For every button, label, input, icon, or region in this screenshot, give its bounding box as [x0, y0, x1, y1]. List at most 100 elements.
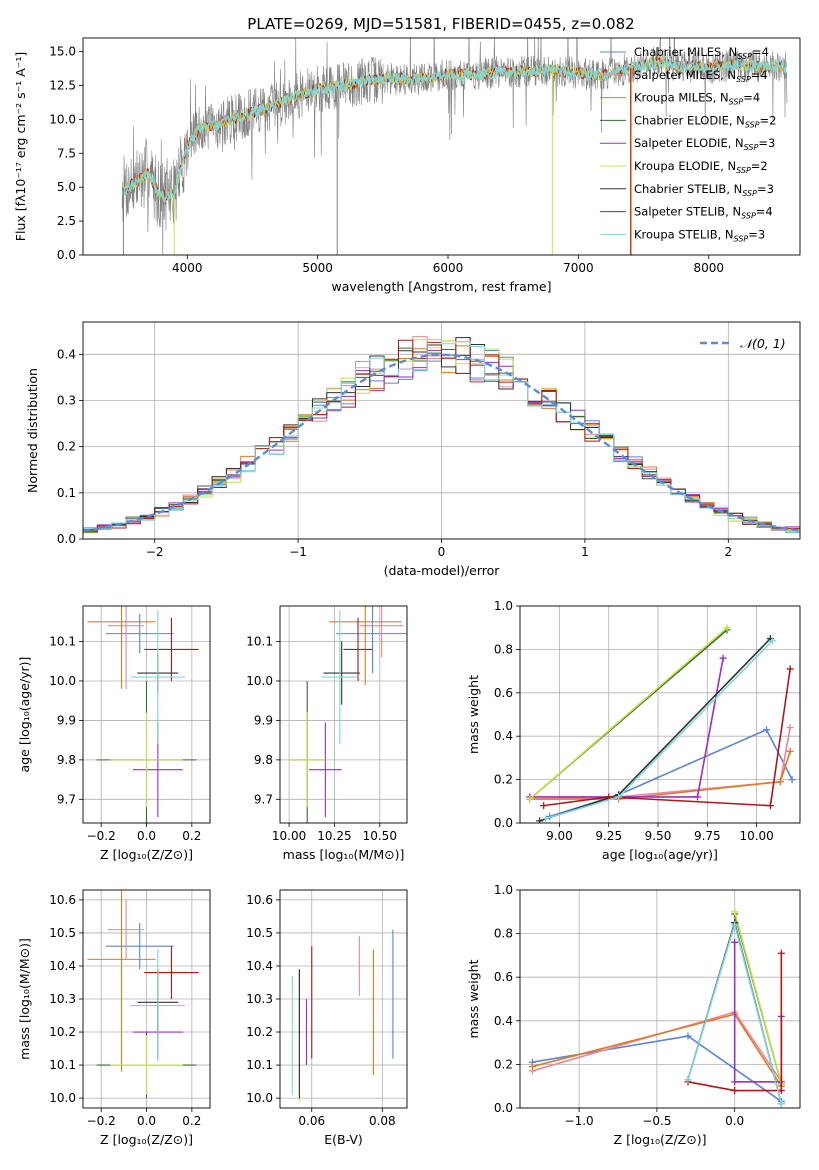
x-axis-label: (data-model)/error [384, 563, 501, 578]
legend-subscript: SSP [736, 75, 751, 84]
y-tick-label: 10.2 [49, 1025, 76, 1039]
ebv-plot-area [291, 929, 394, 1102]
plot-frame [82, 605, 211, 824]
weight-point-kroupa_miles [776, 778, 784, 786]
y-tick-label: 0.8 [494, 642, 513, 656]
mass_vs_z-panel: −0.2 0.0 0.2 10.0 10.1 10.2 10.3 10.4 10.5 10.6 Z … [17, 889, 211, 1147]
age_vs_mass-panel: 10.00 10.25 10.50 9.7 9.8 9.9 10.0 10.1 mass [lo… [246, 605, 408, 862]
y-tick-label: 10.4 [49, 959, 76, 973]
y-tick-label: 0.3 [57, 393, 76, 407]
y-tick-label: 10.5 [49, 926, 76, 940]
y-tick-label: 5.0 [57, 180, 76, 194]
weight-point-kroupa_stelib [615, 793, 623, 801]
legend-subscript: SSP [741, 212, 756, 221]
x-axis-label: E(B-V) [324, 1132, 363, 1147]
x-tick-label: 9.25 [595, 829, 622, 843]
legend-entry: Chabrier ELODIE, NSSP=2 [634, 113, 776, 129]
legend-count: =2 [760, 113, 777, 127]
y-tick-label: 9.7 [254, 792, 273, 806]
age_vs_z-plot-area [87, 606, 199, 823]
plot-frame [519, 605, 801, 824]
weight-point-kroupa_miles [786, 747, 794, 755]
y-axis-label: mass weight [466, 675, 481, 754]
legend-entry: Kroupa STELIB, NSSP=3 [634, 227, 765, 243]
legend-entry: Salpeter ELODIE, NSSP=3 [634, 136, 775, 152]
mass_vs_z-plot-area [87, 890, 199, 1099]
model-spectrum-kroupa_stelib [121, 57, 788, 203]
observed-spectrum-line [121, 38, 788, 255]
y-tick-label: 9.7 [57, 792, 76, 806]
legend-entry: Salpeter STELIB, NSSP=4 [634, 205, 773, 221]
x-axis-label: Z [log₁₀(Z/Z⊙)] [100, 1132, 193, 1147]
x-tick-label: 0.0 [137, 829, 156, 843]
spectrum-plot-area [121, 38, 788, 255]
x-tick-label: −1.0 [565, 1114, 594, 1128]
legend-entry: Salpeter MILES, NSSP=4 [634, 68, 768, 84]
y-tick-label: 10.1 [49, 1058, 76, 1072]
legend-subscript: SSP [737, 52, 752, 61]
y-tick-label: 12.5 [49, 78, 76, 92]
weight-point-salpeter_elodie [731, 1078, 739, 1086]
legend-count: =2 [751, 159, 768, 173]
x-tick-label: 10.25 [317, 829, 351, 843]
legend-entry: Kroupa ELODIE, NSSP=2 [634, 159, 768, 175]
weight-line-salpeter_stelib [543, 668, 791, 807]
legend-label: Kroupa MILES, N [634, 91, 729, 105]
legend-label: Salpeter STELIB, N [634, 205, 741, 219]
weight-point-kroupa_stelib [768, 637, 776, 645]
y-tick-label: 0.6 [494, 970, 513, 984]
y-tick-label: 0.2 [494, 1057, 513, 1071]
plot-frame [279, 605, 408, 824]
x-tick-label: 9.50 [645, 829, 672, 843]
y-axis-label: mass [log₁₀(M/M⊙)] [17, 938, 32, 1060]
legend-subscript: SSP [734, 234, 749, 243]
y-tick-label: 0.4 [494, 1014, 513, 1028]
legend-entry: Kroupa MILES, NSSP=4 [634, 91, 760, 107]
weight_vs_age-panel: 9.00 9.25 9.50 9.75 10.00 0.0 0.2 0.4 0.6 0.8 1.0 a… [466, 599, 801, 862]
legend-count: =3 [757, 182, 774, 196]
weight_vs_age-plot-area [526, 624, 796, 823]
y-axis-label: Flux [fλ10⁻¹⁷ erg cm⁻² s⁻¹ A⁻¹] [13, 52, 28, 241]
y-tick-label: 15.0 [49, 45, 76, 59]
y-tick-label: 9.9 [254, 713, 273, 727]
x-tick-label: 9.75 [694, 829, 721, 843]
legend-label: Chabrier ELODIE, N [634, 113, 745, 127]
legend-count: =3 [758, 136, 775, 150]
y-tick-label: 10.0 [49, 112, 76, 126]
y-tick-label: 1.0 [494, 599, 513, 613]
x-tick-label: 4000 [172, 261, 203, 275]
legend-subscript: SSP [745, 120, 760, 129]
legend-count: =4 [752, 45, 769, 59]
plot-frame [279, 889, 408, 1109]
weight-point-kroupa_elodie [526, 795, 534, 803]
x-tick-label: −2 [146, 545, 164, 559]
x-tick-label: −0.5 [642, 1114, 671, 1128]
x-tick-label: 2 [724, 545, 732, 559]
weight-point-salpeter_stelib [786, 665, 794, 673]
weight-line-salpeter_stelib [687, 953, 783, 1092]
y-tick-label: 0.4 [57, 347, 76, 361]
legend-subscript: SSP [729, 98, 744, 107]
weight-line-salpeter_miles [529, 727, 791, 800]
x-tick-label: 6000 [433, 261, 464, 275]
y-tick-label: 10.3 [246, 992, 273, 1006]
weight-point-salpeter_miles [786, 724, 794, 732]
weight_vs_z-plot-area [528, 908, 785, 1108]
residuals-panel: −2 −1 0 1 2 0.0 0.1 0.2 0.3 0.4 (data-model)/error… [25, 321, 801, 578]
ebv-panel: 0.06 0.08 10.0 10.1 10.2 10.3 10.4 10.5 10.6 E(B-… [246, 889, 408, 1147]
x-tick-label: 0.08 [369, 1114, 396, 1128]
weight-point-chabrier_miles [762, 726, 770, 734]
legend-label: Chabrier MILES, N [634, 45, 737, 59]
plot-frame [519, 889, 801, 1109]
y-tick-label: 1.0 [494, 883, 513, 897]
weight-point-salpeter_stelib [766, 802, 774, 810]
plot-frame [82, 321, 801, 540]
y-axis-label: Normed distribution [25, 368, 40, 493]
x-tick-label: 10.00 [739, 829, 773, 843]
legend-count: =4 [743, 91, 760, 105]
y-tick-label: 9.8 [254, 753, 273, 767]
x-tick-label: 0.2 [182, 1114, 201, 1128]
weight-point-salpeter_stelib [540, 802, 548, 810]
legend-label: Kroupa ELODIE, N [634, 159, 736, 173]
